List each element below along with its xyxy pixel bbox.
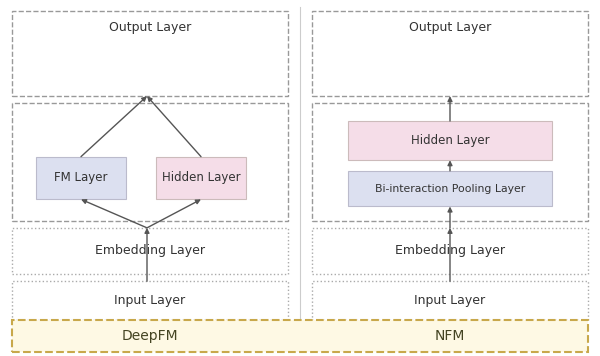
Text: Hidden Layer: Hidden Layer — [161, 172, 241, 184]
Text: Embedding Layer: Embedding Layer — [95, 245, 205, 257]
Text: Input Layer: Input Layer — [115, 294, 185, 307]
Text: Embedding Layer: Embedding Layer — [395, 245, 505, 257]
Bar — [156, 157, 246, 199]
Text: Bi-interaction Pooling Layer: Bi-interaction Pooling Layer — [375, 184, 525, 194]
Text: NFM: NFM — [435, 329, 465, 344]
Bar — [12, 11, 288, 96]
Bar — [312, 11, 588, 96]
Text: Output Layer: Output Layer — [409, 21, 491, 35]
Text: Output Layer: Output Layer — [109, 21, 191, 35]
Text: DeepFM: DeepFM — [122, 329, 178, 344]
Bar — [348, 171, 552, 206]
Bar — [312, 103, 588, 221]
Bar — [12, 281, 288, 320]
Bar — [12, 103, 288, 221]
Text: Input Layer: Input Layer — [415, 294, 485, 307]
Text: FM Layer: FM Layer — [54, 172, 108, 184]
Bar — [36, 157, 126, 199]
Bar — [12, 228, 288, 274]
Bar — [312, 281, 588, 320]
Bar — [12, 320, 588, 352]
Text: Hidden Layer: Hidden Layer — [410, 134, 490, 147]
Bar — [312, 228, 588, 274]
Bar — [348, 121, 552, 160]
